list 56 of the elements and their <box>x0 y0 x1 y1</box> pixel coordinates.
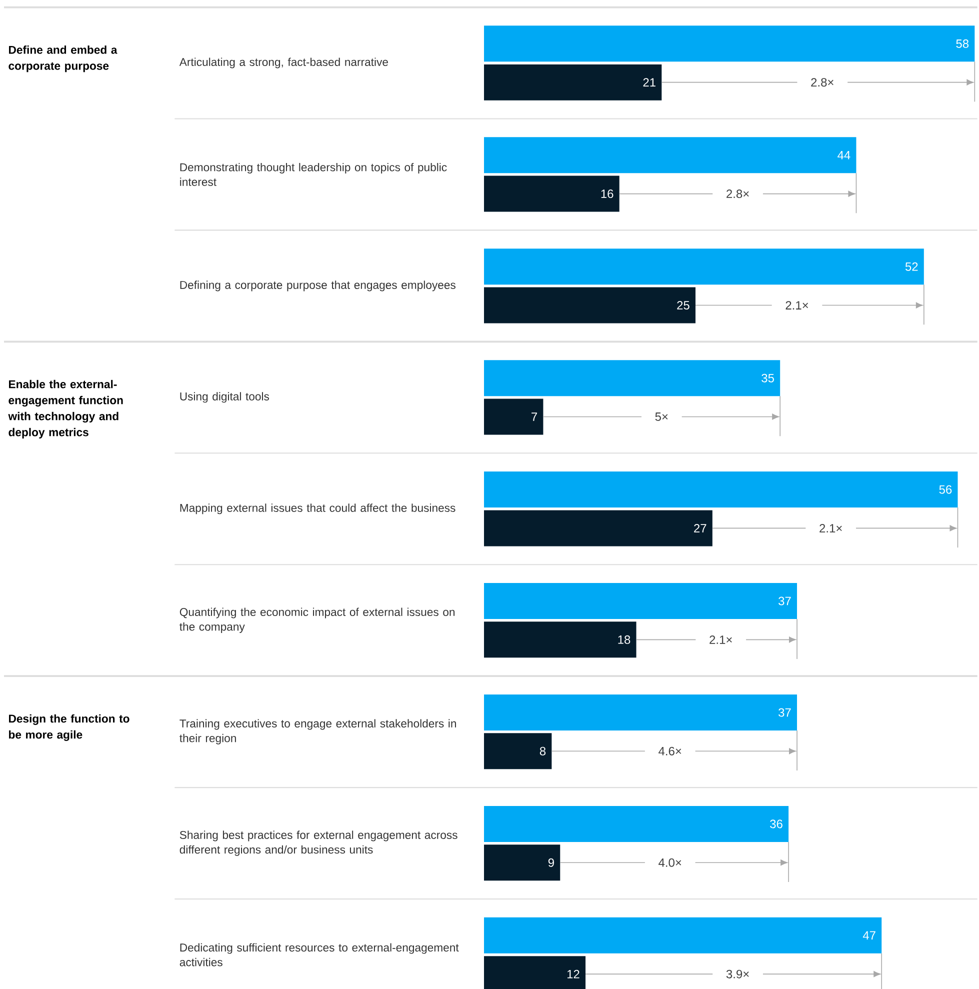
bar <box>484 472 958 508</box>
y-tick-label: Sharing best practices for external engagement across different regions and/or business units <box>180 830 458 856</box>
data-label: 27 <box>694 524 706 532</box>
annotation: 2.1× <box>786 301 808 310</box>
data-label: 44 <box>838 151 850 160</box>
data-label: 36 <box>770 820 782 828</box>
data-label: 18 <box>618 635 630 644</box>
bar <box>484 806 789 842</box>
bar <box>484 510 712 546</box>
y-tick-label: Training executives to engage external stakeholders in their region <box>180 719 456 744</box>
data-label: 21 <box>643 78 656 87</box>
bar <box>484 137 856 174</box>
data-label: 47 <box>862 931 876 940</box>
bar <box>484 287 696 324</box>
annotation: 4.0× <box>658 858 682 867</box>
data-label: 8 <box>540 746 546 756</box>
data-label: 37 <box>778 708 791 717</box>
annotation: 3.9× <box>726 970 749 978</box>
text: Design the function to be more agile <box>9 714 130 741</box>
bar <box>484 398 544 435</box>
data-label: 37 <box>778 596 791 606</box>
y-tick-label: Demonstrating thought leadership on topics of public interest <box>180 162 447 186</box>
annotation: 2.8× <box>726 190 749 198</box>
data-label: 56 <box>939 485 952 494</box>
annotation: 5× <box>655 412 668 421</box>
bar <box>484 248 924 285</box>
y-tick-label: Articulating a strong, fact-based narrative <box>179 58 388 68</box>
text: Enable the external-engagement function with technology and deploy metrics <box>8 380 123 438</box>
annotation: 2.1× <box>710 635 732 644</box>
bar <box>484 622 636 658</box>
text: Define and embed a corporate purpose <box>8 46 118 72</box>
annotation: 2.8× <box>811 78 834 87</box>
bar <box>484 694 798 730</box>
annotation: 2.1× <box>820 524 842 532</box>
data-label: 35 <box>762 374 774 382</box>
bar <box>484 26 975 62</box>
bar <box>484 583 798 620</box>
data-label: 25 <box>677 301 690 310</box>
y-tick-label: Defining a corporate purpose that engages employees <box>180 280 456 292</box>
bar <box>484 733 552 770</box>
y-tick-label: Using digital tools <box>180 392 270 403</box>
data-label: 12 <box>567 970 580 978</box>
data-label: 58 <box>956 39 969 48</box>
annotation: 4.6× <box>658 746 682 756</box>
bar <box>484 360 780 396</box>
data-label: 52 <box>905 262 918 271</box>
data-label: 7 <box>532 412 538 421</box>
bar <box>484 176 620 212</box>
y-tick-label: Quantifying the economic impact of external issues on the company <box>180 608 455 633</box>
bar <box>484 917 882 954</box>
data-label: 9 <box>548 858 554 867</box>
y-tick-label: Mapping external issues that could affect the business <box>180 504 456 514</box>
bar <box>484 844 560 881</box>
bar <box>484 64 662 100</box>
data-label: 16 <box>601 190 614 198</box>
y-tick-label: Dedicating sufficient resources to external-engagement activities <box>180 943 459 966</box>
